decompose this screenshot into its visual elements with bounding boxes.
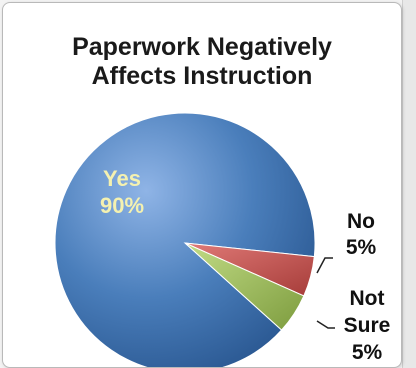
slice-label-yes: Yes (103, 166, 141, 191)
leader-lines (316, 257, 335, 329)
pie-slices (54, 112, 316, 367)
slice-label-no: No (347, 210, 375, 233)
leader-line-no (316, 257, 333, 274)
chart-title: Paperwork Negatively Affects Instruction (3, 33, 401, 91)
leader-line-not-sure (316, 320, 335, 329)
window-edge (402, 0, 416, 368)
pie-slice-yes (54, 112, 316, 367)
pie-slice-not-sure (184, 242, 305, 331)
slice-label-not-sure-line-2: Sure (344, 314, 391, 337)
chart-panel: Paperwork Negatively Affects Instruction (2, 2, 402, 368)
slice-value-no: 5% (346, 236, 377, 259)
slice-labels: Yes 90% No 5% Not Sure 5% (100, 166, 390, 364)
slice-value-yes: 90% (100, 193, 144, 218)
slice-value-not-sure: 5% (352, 341, 383, 364)
slice-label-not-sure-line-1: Not (350, 287, 385, 310)
chart-title-line-2: Affects Instruction (91, 62, 313, 90)
pie-chart: Yes 90% No 5% Not Sure 5% (54, 112, 390, 367)
chart-title-line-1: Paperwork Negatively (72, 33, 332, 61)
